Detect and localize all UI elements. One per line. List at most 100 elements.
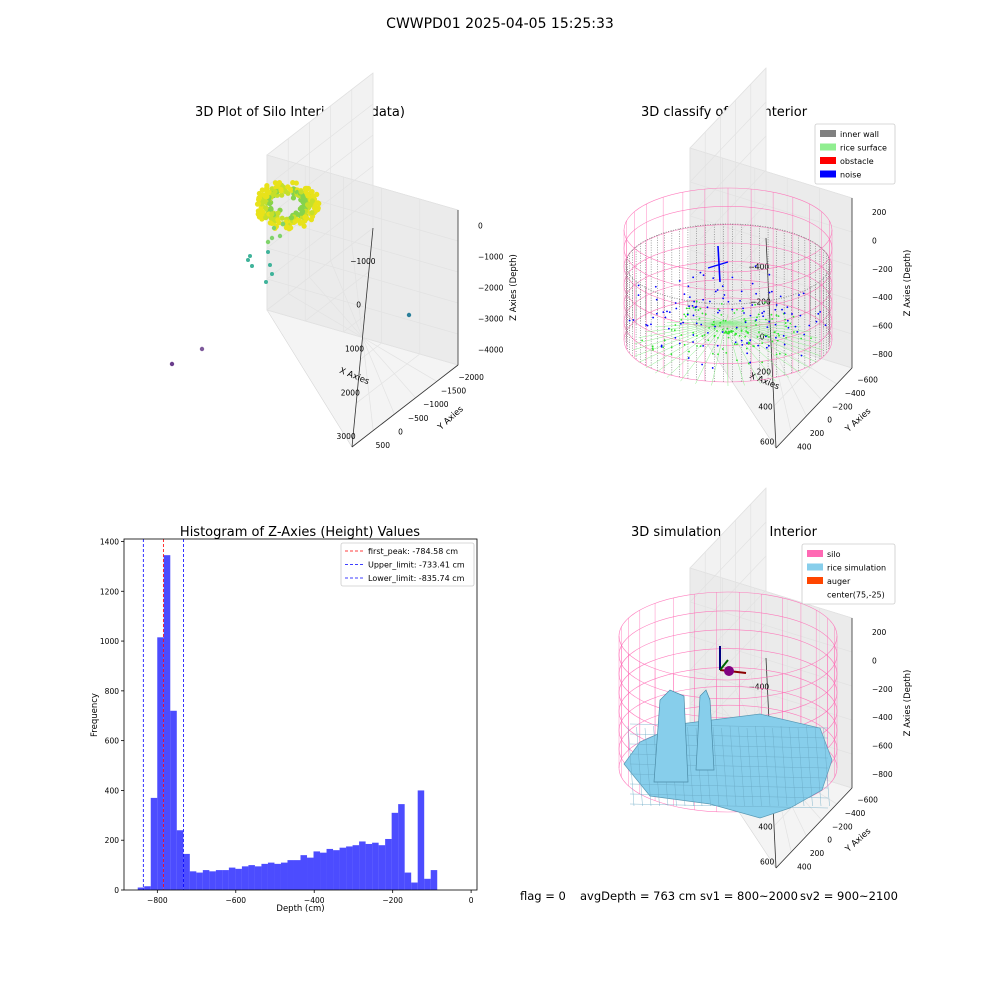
rice-surface-points: [725, 321, 811, 369]
rice-surface-point: [298, 189, 304, 195]
noise-point: [749, 314, 752, 317]
noise-point: [727, 300, 730, 303]
x-axis-label: Depth (cm): [276, 904, 324, 914]
histogram-bar: [137, 887, 145, 890]
noise-point: [721, 331, 724, 333]
y-tick-label: 1000: [100, 637, 119, 646]
rice-surface-point: [711, 323, 714, 326]
rice-surface-point: [708, 326, 711, 329]
rice-surface-point: [277, 233, 283, 239]
y-tick-label: 800: [105, 687, 120, 696]
rice-surface-point: [784, 353, 787, 356]
z-grid-line: [266, 72, 459, 211]
histogram-bar: [300, 855, 308, 890]
histogram-bar: [183, 853, 190, 890]
rice-surface-point: [742, 309, 744, 312]
rice-surface-point: [713, 323, 715, 326]
histogram-bar: [209, 871, 216, 890]
legend-swatch: [820, 130, 836, 137]
rice-surface-point: [747, 332, 750, 334]
noise-point: [628, 319, 631, 322]
z-tick-label: −600: [872, 742, 893, 751]
rice-surface-points: [725, 321, 801, 328]
floor-grid-line: [355, 353, 421, 404]
noise-point: [678, 279, 681, 282]
x-tick-label: 600: [760, 438, 775, 447]
y-tick-label: −1500: [441, 387, 467, 396]
rice-surface-point: [278, 188, 284, 194]
noise-point: [787, 326, 790, 329]
y-tick-label: 1200: [100, 587, 119, 596]
rice-surface-point: [720, 302, 723, 305]
rice-surface-points: [695, 315, 727, 323]
rice-surface-point: [699, 345, 702, 348]
noise-point: [246, 258, 250, 262]
rice-surface-point: [717, 353, 719, 356]
rice-surface-points: [725, 321, 790, 378]
histogram-bar: [404, 872, 412, 890]
legend-label: auger: [827, 577, 851, 586]
rice-surface-points: [725, 321, 822, 357]
histogram-bar: [307, 857, 314, 890]
noise-point: [714, 325, 716, 328]
surface-mesh: [780, 725, 788, 807]
rice-surface-point: [268, 206, 274, 212]
noise-point: [803, 333, 806, 336]
noise-point: [712, 277, 715, 280]
histogram-axes: −800 −600 −400 −200 0 0 200 400 600 800 1000 1200 14…: [90, 537, 478, 914]
noise-point: [779, 295, 782, 298]
classify-legend: inner wall rice surface obstacle noise: [814, 123, 896, 185]
rice-surface-point: [707, 339, 710, 342]
noise-point: [768, 320, 771, 323]
noise-point: [646, 324, 649, 327]
rice-surface-point: [304, 215, 310, 222]
x-tick-label: 200: [757, 368, 772, 377]
noise-point: [782, 334, 785, 337]
rice-surface-point: [680, 318, 683, 321]
noise-point: [744, 321, 747, 324]
rice-surface-point: [745, 347, 748, 350]
sv1-readout: sv1 = 800~2000: [700, 889, 798, 903]
rice-surface-point: [784, 322, 787, 325]
rice-surface-point: [696, 345, 698, 347]
rice-surface-point: [683, 313, 686, 316]
rice-surface-point: [651, 347, 654, 350]
rice-surface-point: [719, 324, 721, 327]
histogram-bar: [274, 863, 281, 890]
legend-swatch: [820, 157, 836, 164]
rice-surface-point: [704, 313, 707, 316]
rice-surface-point: [670, 353, 673, 356]
rice-surface-point: [697, 309, 700, 312]
rice-surface-point: [696, 334, 698, 337]
rice-surface-point: [256, 196, 262, 203]
rice-surface-point: [265, 239, 271, 245]
y-tick-label: −600: [857, 796, 878, 805]
rice-surface-point: [720, 313, 723, 316]
rice-surface-point: [763, 334, 766, 337]
rice-surface-point: [774, 331, 776, 333]
y-tick-label: 200: [810, 849, 825, 858]
y-tick-label: −2000: [458, 373, 484, 382]
histogram-bar: [280, 862, 288, 890]
rice-surface-point: [764, 301, 766, 304]
rice-surface-point: [745, 330, 748, 333]
rice-surface-point: [699, 307, 702, 310]
noise-point: [774, 323, 777, 326]
rice-surface-point: [777, 332, 780, 335]
x-tick-label: −200: [750, 298, 771, 307]
y-axis-label: Frequency: [90, 693, 100, 737]
histogram-bar: [417, 790, 425, 890]
floor-grid-line: [771, 347, 788, 365]
noise-point: [707, 331, 709, 334]
plot-frame: [123, 538, 478, 891]
legend-swatch: [807, 563, 823, 571]
rice-surface-point: [800, 337, 803, 340]
noise-point: [700, 323, 703, 326]
rice-surface-point: [745, 326, 748, 329]
z-tick-label: 0: [872, 657, 877, 666]
noise-point: [775, 336, 777, 339]
noise-point: [717, 311, 719, 314]
noise-point: [749, 361, 752, 364]
histogram-bar: [144, 886, 151, 890]
simulation-plot-axes: −400−20002004006004002000−200−400−600200…: [618, 487, 913, 871]
